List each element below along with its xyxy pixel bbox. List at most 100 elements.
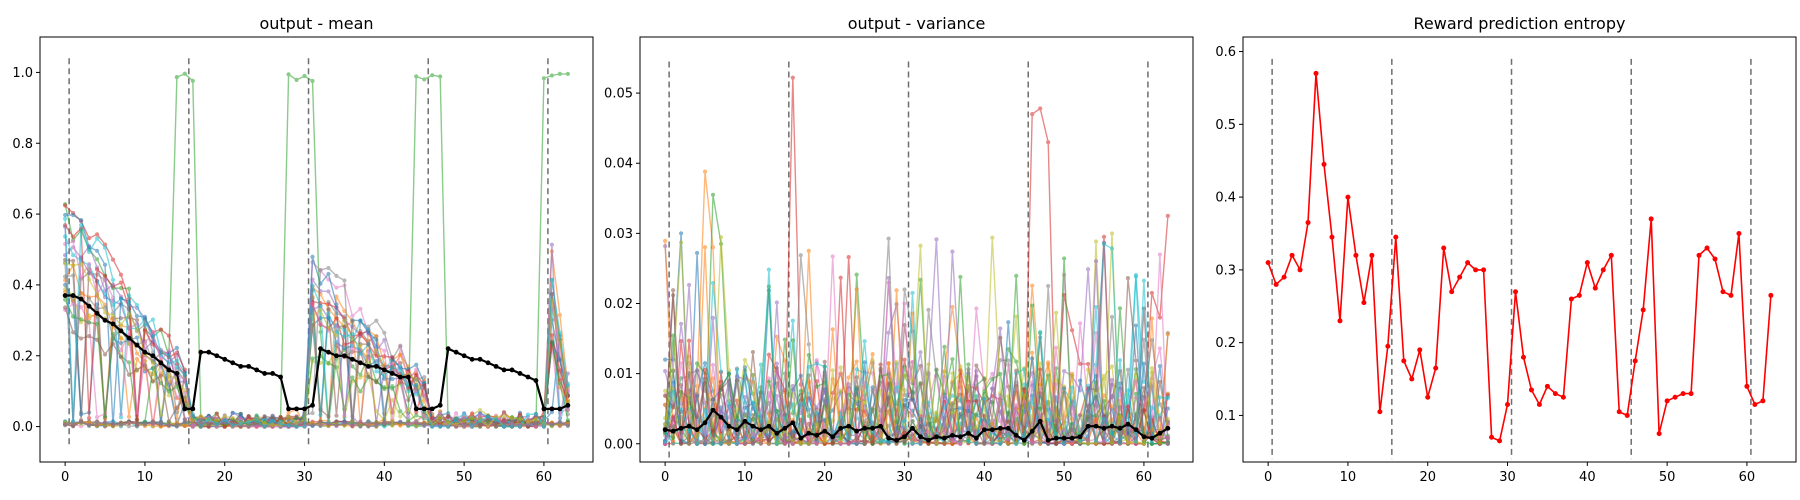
unit-series-point [766,376,771,381]
unit-series-point [501,410,507,415]
unit-series-point [758,441,763,446]
unit-series-point [846,254,851,260]
unit-series-point [454,422,459,427]
unit-series-point [501,424,507,429]
unit-series-point [477,413,483,418]
unit-series-point [158,349,163,355]
unit-series-point [86,296,92,301]
unit-series-point [870,388,875,393]
entropy-series-point [1568,296,1574,302]
unit-series-point [549,333,555,338]
unit-series-line [64,224,569,428]
entropy-series-point [1465,260,1471,266]
unit-series-point [974,399,979,404]
entropy-series-point [1505,402,1511,408]
unit-series-point [766,379,771,384]
unit-series-point [862,400,867,405]
unit-series-point [758,362,763,367]
unit-series-point [198,424,203,429]
unit-series-point [910,329,915,334]
unit-series-point [910,419,915,424]
mean-series-point [694,427,700,433]
mean-series-point [1077,434,1083,440]
x-tick-label: 40 [1579,470,1596,485]
unit-series-point [390,423,395,428]
entropy-series-point [1401,358,1407,364]
unit-series-point [310,301,315,306]
unit-series-line [664,303,1168,446]
unit-series-point [1038,391,1043,396]
unit-series-point [886,369,891,375]
unit-series-point [438,414,443,420]
unit-series-point [694,441,700,446]
unit-series-point [71,314,76,319]
unit-series-point [910,389,915,395]
unit-series-point [830,368,835,373]
unit-series-point [390,364,395,370]
unit-series-point [1125,367,1131,372]
mean-series-point [854,428,860,434]
mean-series-point [142,349,148,355]
unit-series-point [1141,361,1147,366]
unit-series-point [1125,404,1131,409]
unit-series-point [870,358,875,363]
unit-series-line [65,214,569,429]
mean-series-point [365,363,371,369]
unit-series-point [1070,441,1075,446]
mean-series-point [1045,437,1051,443]
unit-series-point [1117,358,1123,363]
y-tick-label: 0.04 [604,157,633,172]
entropy-series-point [1337,318,1343,324]
unit-series-point [414,362,419,367]
unit-series-point [102,421,108,426]
unit-series-point [398,414,403,419]
unit-series-point [766,267,771,272]
mean-series-point [710,407,716,413]
mean-series-point [910,425,915,431]
mean-series-point [798,435,804,441]
mean-series-point [1005,425,1011,431]
mean-series-point [989,427,995,433]
unit-series-point [1093,404,1099,409]
unit-series-point [71,252,76,258]
unit-series-point [750,349,756,355]
x-tick-label: 0 [1264,470,1272,485]
entropy-series-point [1329,234,1335,240]
unit-series-point [870,429,875,434]
unit-series-point [942,418,947,423]
unit-series-point [806,413,811,419]
unit-series-point [1046,283,1051,289]
unit-series-point [774,334,779,339]
unit-series-point [1030,303,1035,308]
mean-series-point [846,423,852,429]
unit-series-point [718,235,724,240]
unit-series-point [422,375,427,380]
unit-series-point [838,410,843,416]
unit-series-point [358,343,363,349]
unit-series-point [702,440,708,446]
unit-series-point [190,78,195,83]
entropy-series-point [1616,409,1622,415]
unit-series-point [806,427,811,433]
unit-series-point [1141,441,1147,446]
mean-series-point [278,374,283,380]
mean-series-point [102,317,108,323]
unit-series-point [470,424,475,429]
mean-series-point [134,342,140,348]
unit-series-point [686,411,692,416]
unit-series-point [358,351,363,356]
unit-series-point [830,327,835,332]
mean-series-point [421,406,427,412]
unit-series-point [974,394,979,399]
unit-series-point [1165,416,1170,422]
unit-series-point [246,414,251,419]
unit-series-point [166,422,171,428]
unit-series-point [663,393,668,399]
unit-series-line [64,262,569,428]
unit-series-point [1085,267,1091,272]
chart-title: output - mean [259,14,373,33]
unit-series-point [94,257,100,262]
mean-series-point [782,425,788,431]
unit-series-point [390,376,395,382]
mean-series-point [1141,434,1147,440]
